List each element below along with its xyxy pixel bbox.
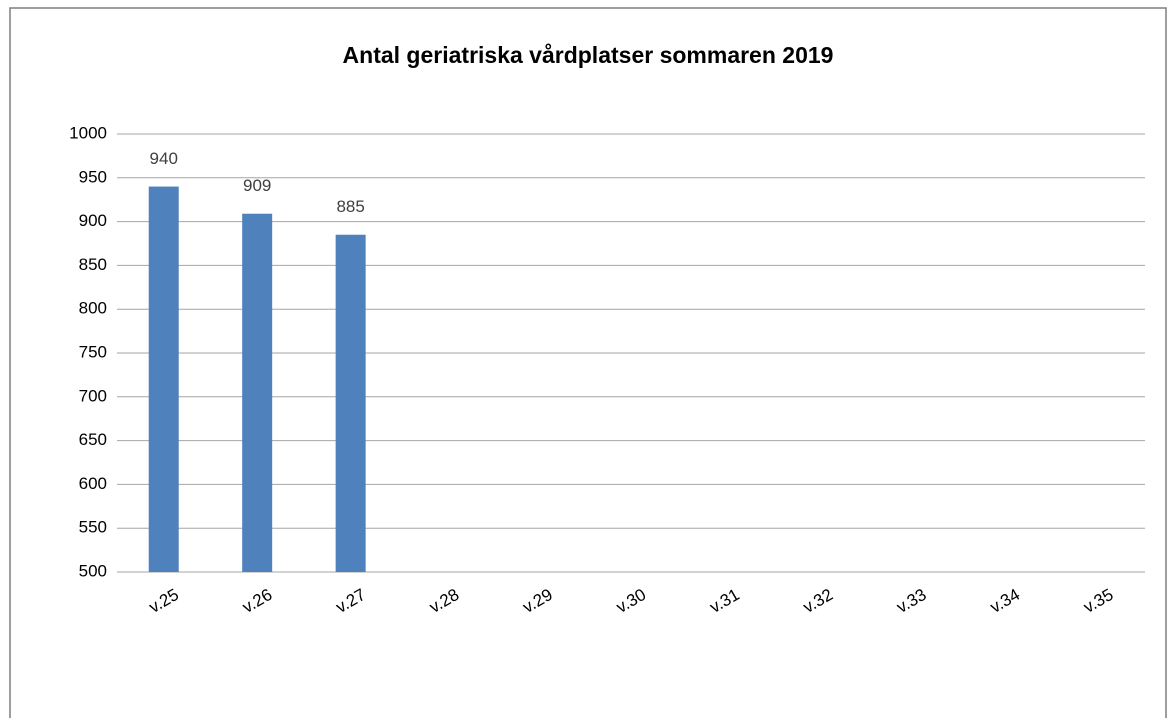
y-tick-label: 950 bbox=[79, 167, 107, 186]
y-tick-label: 750 bbox=[79, 342, 107, 361]
x-tick-label: v.35 bbox=[1080, 585, 1116, 617]
y-tick-label: 800 bbox=[79, 299, 107, 318]
y-tick-label: 600 bbox=[79, 474, 107, 493]
x-tick-label: v.28 bbox=[426, 585, 462, 617]
x-tick-label: v.30 bbox=[613, 585, 649, 617]
chart-title: Antal geriatriska vårdplatser sommaren 2… bbox=[343, 42, 834, 68]
y-tick-label: 550 bbox=[79, 518, 107, 537]
x-tick-label: v.32 bbox=[800, 585, 836, 617]
data-label: 940 bbox=[150, 149, 178, 168]
x-tick-label: v.25 bbox=[146, 585, 182, 617]
x-tick-label: v.29 bbox=[520, 585, 556, 617]
bar bbox=[335, 234, 366, 573]
bar bbox=[148, 186, 179, 572]
x-tick-label: v.26 bbox=[239, 585, 275, 617]
data-label: 909 bbox=[243, 176, 271, 195]
x-tick-label: v.31 bbox=[706, 585, 742, 617]
y-tick-label: 1000 bbox=[69, 123, 107, 142]
x-tick-label: v.27 bbox=[333, 585, 369, 617]
y-tick-label: 500 bbox=[79, 561, 107, 580]
bar bbox=[242, 213, 273, 572]
x-tick-label: v.33 bbox=[893, 585, 929, 617]
x-tick-label: v.34 bbox=[987, 585, 1023, 617]
data-label: 885 bbox=[336, 197, 364, 216]
y-tick-label: 700 bbox=[79, 386, 107, 405]
y-tick-label: 650 bbox=[79, 430, 107, 449]
y-tick-label: 850 bbox=[79, 255, 107, 274]
chart-frame bbox=[9, 7, 1167, 718]
y-tick-label: 900 bbox=[79, 211, 107, 230]
